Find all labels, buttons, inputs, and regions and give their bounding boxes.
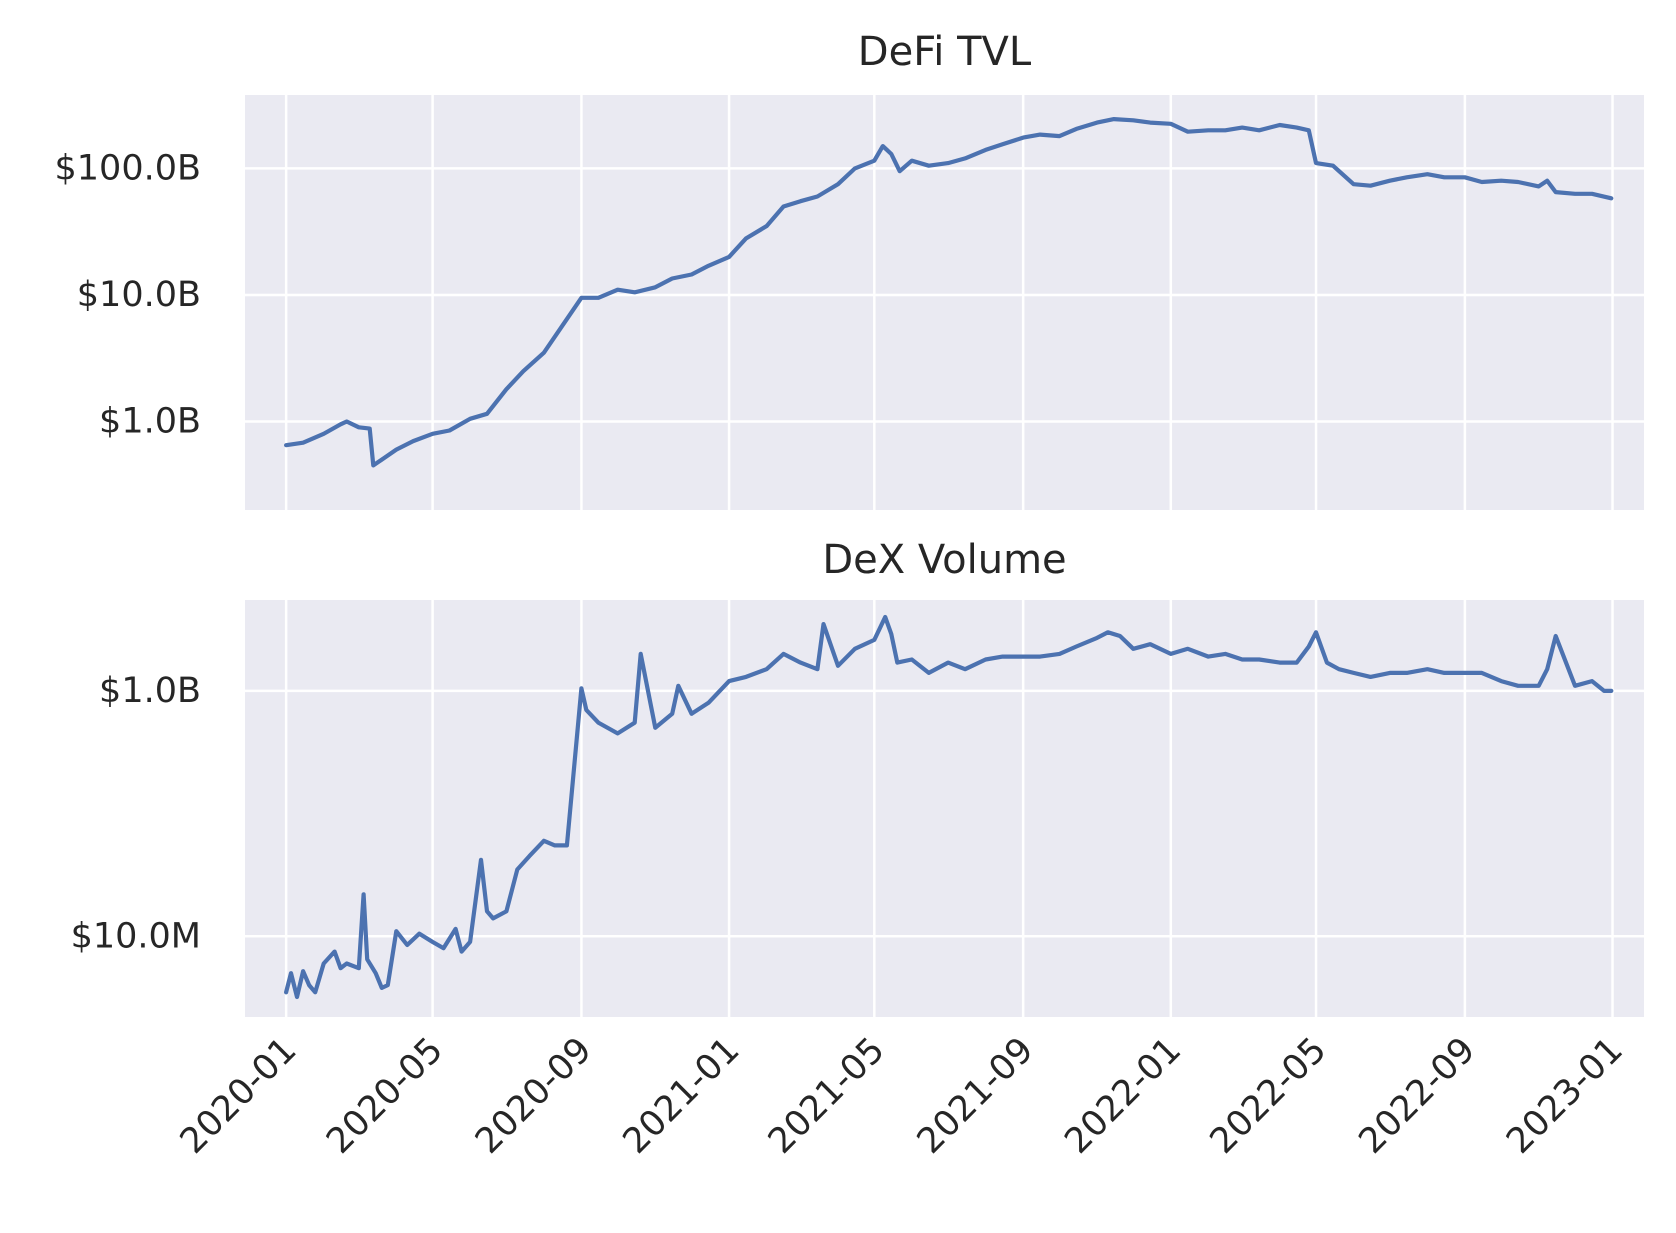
y-tick-label: $1.0B [99, 402, 201, 442]
x-tick-label-2021-09: 2021-09 [910, 1030, 1042, 1162]
dex-y-tick-labels: $10.0M $1.0B [71, 671, 201, 956]
dex-volume-panel: $10.0M $1.0B DeX Volume [71, 537, 1644, 1017]
y-tick-label: $1.0B [99, 671, 201, 711]
dex-y-gridlines [245, 689, 1644, 938]
y-tick-label: $10.0B [77, 275, 201, 315]
x-tick-label-2022-01: 2022-01 [1057, 1030, 1189, 1162]
dex-volume-chart-title: DeX Volume [822, 537, 1066, 583]
tvl-y-gridlines [245, 167, 1644, 423]
dex-volume-series-line [284, 614, 1614, 1000]
x-tick-label-2020-09: 2020-09 [468, 1030, 600, 1162]
x-tick-label-2020-05: 2020-05 [319, 1030, 451, 1162]
x-tick-label-2022-09: 2022-09 [1352, 1030, 1484, 1162]
x-tick-label-2022-05: 2022-05 [1203, 1030, 1335, 1162]
y-tick-label: $100.0B [55, 148, 201, 188]
x-tick-label-2020-01: 2020-01 [173, 1030, 305, 1162]
tvl-x-gridlines [284, 95, 1614, 510]
y-tick-label: $10.0M [71, 916, 201, 956]
x-tick-label-2023-01: 2023-01 [1499, 1030, 1631, 1162]
tvl-chart-title: DeFi TVL [858, 29, 1032, 75]
tvl-series-line [284, 117, 1614, 468]
x-tick-label-2021-01: 2021-01 [616, 1030, 748, 1162]
dex-x-gridlines [284, 600, 1614, 1017]
dex-plot-background [245, 600, 1644, 1017]
x-axis-tick-labels: 2020-01 2020-05 2020-09 2021-01 2021-05 2021-… [173, 1030, 1631, 1162]
tvl-y-tick-labels: $1.0B $10.0B $100.0B [55, 148, 201, 441]
x-tick-label-2021-05: 2021-05 [761, 1030, 893, 1162]
tvl-plot-background [245, 95, 1644, 510]
tvl-panel: $1.0B $10.0B $100.0B DeFi TVL [55, 29, 1644, 510]
